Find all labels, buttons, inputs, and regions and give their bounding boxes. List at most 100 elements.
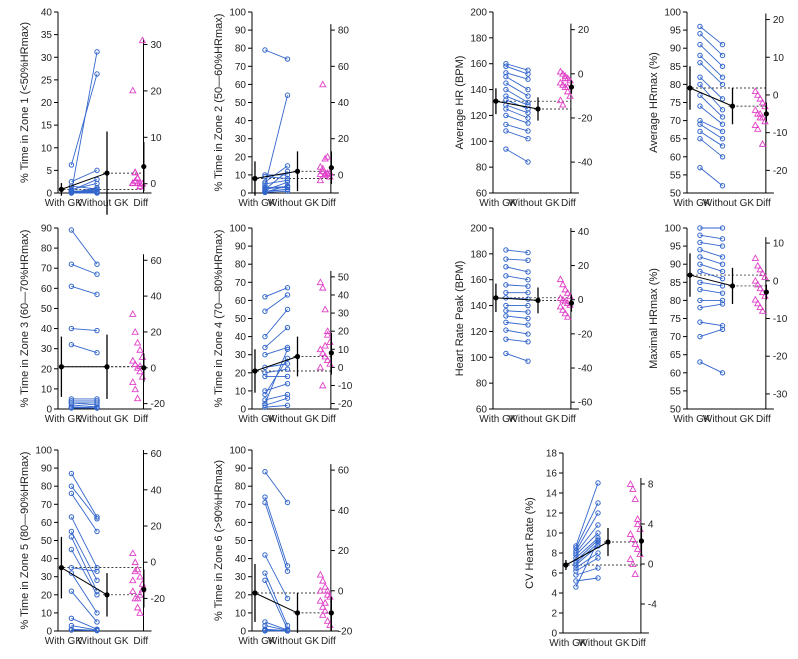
mean-line — [254, 592, 298, 614]
point-with-gk — [503, 282, 509, 288]
paired-line — [264, 368, 288, 374]
y-tick-label: 85 — [670, 278, 682, 289]
point-with-gk — [503, 61, 509, 67]
paired-line — [70, 73, 98, 166]
x-category-label: Diff — [321, 198, 336, 209]
diff-mean-point — [328, 165, 334, 171]
y-tick-label: 80 — [476, 163, 488, 174]
paired-line — [505, 258, 529, 261]
point-with-gk — [697, 304, 703, 311]
diff-point — [133, 603, 142, 611]
y-tick-label: 40 — [235, 332, 247, 343]
r-tick-label: 10 — [151, 133, 163, 144]
y-tick-label: 75 — [670, 314, 682, 325]
y-tick-label: 70 — [41, 264, 53, 275]
paired-line — [71, 185, 98, 190]
point-with-gk — [697, 92, 703, 98]
paired-line — [575, 567, 599, 576]
paired-line — [699, 249, 723, 258]
paired-line — [699, 105, 723, 125]
point-with-gk — [503, 289, 509, 296]
mean-line — [61, 172, 108, 190]
point-without-gk — [94, 398, 100, 404]
diff-point — [131, 168, 139, 176]
chart-panel-zone6: 0 10 20 30 40 50 60 70 80 90 100 -20 0 20 40 60 % Time i… — [213, 446, 353, 648]
paired-line — [575, 577, 599, 582]
y-tick-label: 95 — [670, 26, 682, 37]
point-with-gk — [68, 325, 75, 332]
point-without-gk — [284, 163, 291, 169]
point-without-gk — [595, 555, 601, 561]
paired-line — [264, 496, 288, 566]
point-without-gk — [525, 289, 531, 296]
point-with-gk — [697, 359, 703, 365]
x-category-label: With GK — [673, 414, 711, 425]
r-tick-label: -20 — [338, 627, 353, 638]
paired-line — [264, 629, 288, 632]
point-without-gk — [525, 76, 531, 82]
y-axis-label: % Time in Zone 1 (<50%HRmax) — [19, 22, 31, 183]
diff-point — [629, 535, 637, 542]
point-with-gk — [503, 336, 509, 342]
r-tick-label: -40 — [578, 158, 593, 169]
x-category-label: Diff — [133, 414, 148, 425]
diff-mean-point — [763, 289, 769, 295]
y-tick-label: 70 — [41, 500, 53, 511]
point-without-gk — [525, 86, 531, 93]
point-with-gk — [503, 70, 509, 76]
diff-point — [323, 330, 332, 338]
point-with-gk — [68, 588, 75, 594]
x-category-label: Without GK — [77, 198, 128, 209]
r-tick-label: 20 — [151, 327, 163, 338]
y-tick-label: 10 — [41, 143, 53, 154]
point-with-gk — [262, 469, 268, 475]
point-with-gk — [262, 391, 268, 398]
x-category-label: Diff — [756, 414, 771, 425]
r-tick-label: 40 — [338, 506, 350, 517]
point-without-gk — [719, 107, 726, 113]
y-tick-label: 50 — [670, 405, 682, 416]
diff-point — [758, 113, 767, 121]
point-with-gk — [697, 247, 703, 253]
x-category-label: Diff — [321, 414, 336, 425]
r-tick-label: -30 — [773, 389, 788, 400]
point-without-gk — [284, 292, 291, 298]
point-with-gk — [697, 121, 703, 127]
point-with-gk — [503, 97, 509, 103]
y-tick-label: 120 — [470, 111, 487, 122]
point-without-gk — [719, 154, 726, 160]
r-tick-label: 0 — [338, 363, 344, 374]
point-without-gk — [719, 236, 726, 242]
point-with-gk — [503, 86, 509, 93]
diff-point — [316, 570, 325, 578]
y-tick-label: 90 — [41, 464, 53, 475]
y-tick-label: 60 — [476, 405, 488, 416]
point-with-gk — [503, 302, 509, 309]
point-without-gk — [94, 514, 100, 520]
diff-point — [318, 167, 327, 175]
r-tick-label: 20 — [578, 25, 590, 36]
paired-line — [264, 502, 288, 572]
point-with-gk — [697, 31, 703, 37]
point-without-gk — [284, 306, 291, 313]
point-with-gk — [262, 352, 268, 358]
point-with-gk — [68, 570, 75, 576]
y-tick-label: 120 — [470, 327, 487, 338]
point-with-gk — [573, 565, 579, 571]
point-without-gk — [595, 565, 601, 571]
point-with-gk — [697, 254, 703, 260]
point-with-gk — [503, 121, 509, 128]
diff-point — [751, 276, 760, 284]
point-with-gk — [697, 41, 703, 48]
point-with-gk — [697, 261, 703, 267]
point-without-gk — [719, 136, 726, 142]
point-without-gk — [719, 326, 726, 333]
r-tick-label: 20 — [151, 522, 163, 533]
r-tick-label: 0 — [578, 69, 584, 80]
point-without-gk — [525, 128, 531, 134]
diff-point — [563, 312, 572, 320]
paired-line — [264, 179, 288, 185]
x-category-label: With GK — [45, 636, 83, 647]
y-tick-label: 100 — [664, 224, 681, 235]
point-without-gk — [94, 291, 100, 298]
